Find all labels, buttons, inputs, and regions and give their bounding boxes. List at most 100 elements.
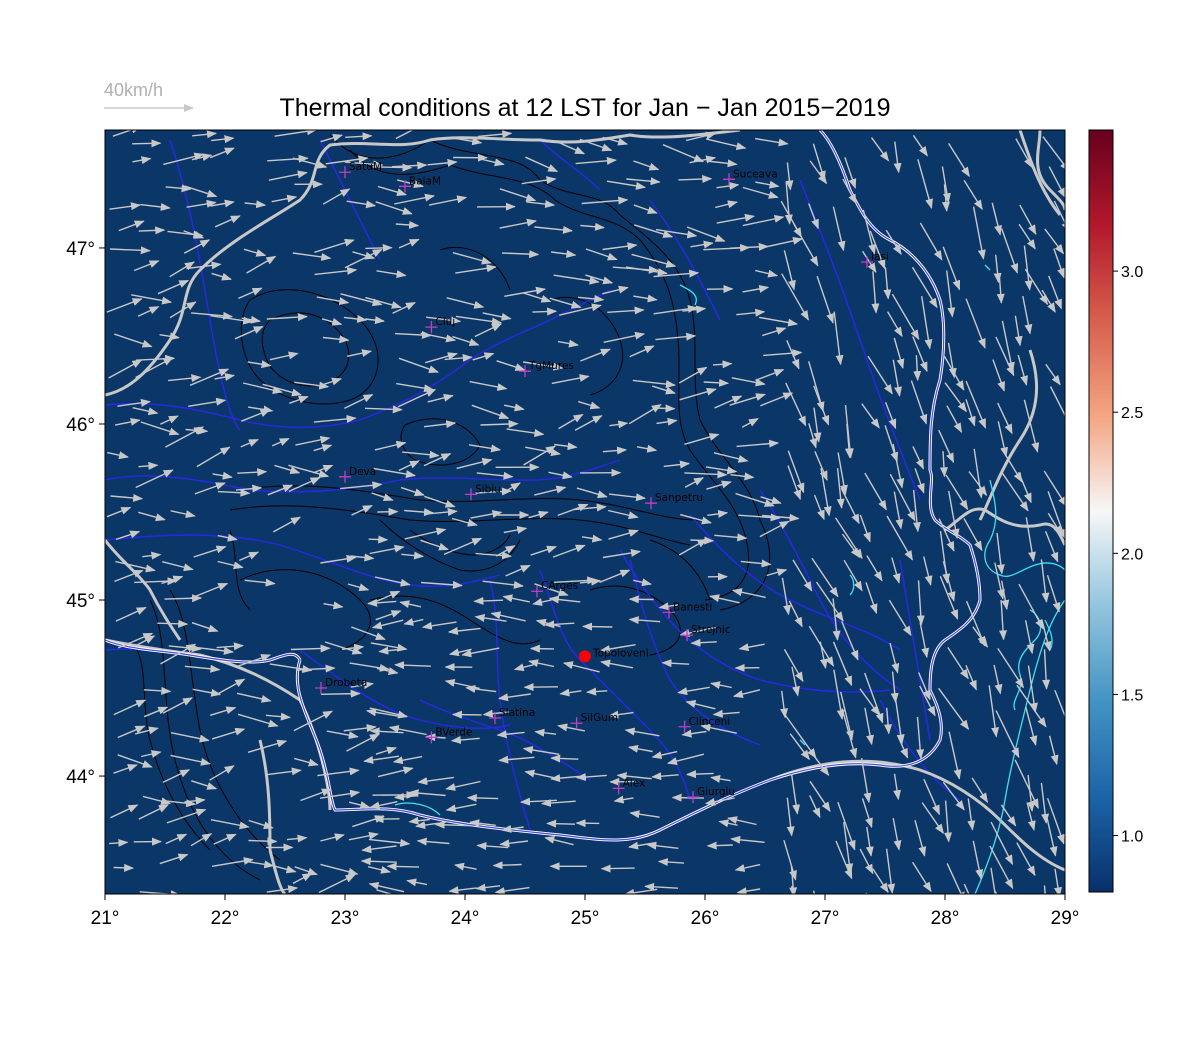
wind-arrow <box>577 400 601 410</box>
station-drobeta: Drobeta <box>315 677 367 695</box>
wind-arrow <box>679 387 717 401</box>
wind-arrow <box>811 557 839 598</box>
wind-arrow <box>809 780 831 813</box>
wind-arrow <box>599 569 631 584</box>
station-label: Cluj <box>435 316 455 328</box>
wind-arrow <box>629 810 660 819</box>
wind-arrow <box>994 562 1005 600</box>
station-cross-icon <box>531 585 543 598</box>
wind-arrow <box>551 374 590 385</box>
wind-arrow <box>942 246 961 291</box>
rivers <box>105 139 961 831</box>
wind-arrow <box>534 728 557 737</box>
wind-arrow <box>651 385 676 395</box>
wind-arrow <box>789 733 810 761</box>
wind-arrow <box>741 417 759 428</box>
wind-arrow <box>365 296 402 309</box>
wind-arrow <box>209 765 235 781</box>
wind-arrow <box>843 822 854 874</box>
wind-arrow <box>368 838 411 847</box>
wind-arrow <box>216 642 244 651</box>
wind-arrow <box>963 180 983 210</box>
wind-arrow <box>421 621 457 630</box>
station-label: BaiaM <box>409 175 441 187</box>
wind-arrow <box>585 274 614 285</box>
wind-arrow <box>396 382 435 393</box>
wind-arrow <box>628 404 662 425</box>
wind-arrow <box>579 138 613 152</box>
wind-arrow <box>790 773 801 815</box>
wind-arrow <box>375 610 402 621</box>
wind-arrow <box>162 769 191 784</box>
wind-arrow <box>1019 204 1037 235</box>
wind-arrow <box>268 864 297 874</box>
wind-arrow <box>350 553 375 562</box>
wind-arrow <box>548 471 573 480</box>
wind-arrow <box>833 669 845 720</box>
wind-arrow <box>269 351 299 361</box>
wind-arrow <box>349 662 390 672</box>
wind-arrow <box>735 492 775 507</box>
wind-arrow <box>557 723 586 732</box>
wind-arrow <box>892 359 902 397</box>
wind-arrow <box>1046 798 1065 845</box>
wind-arrow <box>783 649 804 683</box>
wind-arrow <box>376 667 399 675</box>
wind-arrow <box>109 246 151 255</box>
wind-arrow <box>428 195 468 206</box>
wind-arrow <box>837 801 856 851</box>
wind-arrow <box>738 643 765 652</box>
wind-arrow <box>191 780 218 790</box>
wind-arrow <box>1001 580 1010 611</box>
station-iasi: Iasi <box>861 251 889 269</box>
wind-arrow <box>344 248 383 269</box>
wind-arrow <box>866 555 883 582</box>
wind-arrow <box>392 161 428 170</box>
wind-arrow <box>406 878 428 887</box>
wind-arrow <box>947 647 969 680</box>
wind-arrow <box>738 513 781 522</box>
wind-arrow <box>938 429 955 464</box>
wind-arrow <box>912 489 921 533</box>
station-cluj: Cluj <box>425 316 455 334</box>
wind-arrow <box>891 557 901 584</box>
wind-arrow <box>190 833 213 847</box>
wind-arrow <box>210 199 235 208</box>
wind-arrow <box>886 311 903 338</box>
wind-arrow <box>373 467 416 479</box>
wind-arrow <box>320 134 343 143</box>
wind-arrow <box>667 753 705 765</box>
wind-arrow <box>646 841 679 850</box>
wind-arrow <box>810 751 830 776</box>
wind-arrow <box>162 561 194 572</box>
wind-arrow <box>677 686 710 696</box>
y-tick-label: 45° <box>66 591 95 612</box>
wind-arrow <box>704 797 735 806</box>
wind-arrow <box>1014 315 1023 347</box>
wind-arrow <box>608 493 646 502</box>
wind-arrow <box>916 580 925 626</box>
wind-arrow <box>506 428 545 437</box>
wind-arrow <box>916 716 925 760</box>
wind-arrow <box>783 840 797 881</box>
wind-arrow <box>316 296 350 306</box>
wind-arrow <box>893 337 905 370</box>
wind-arrow <box>731 588 766 599</box>
wind-arrow <box>781 273 810 321</box>
wind-arrow <box>133 635 156 648</box>
station-cross-icon <box>519 365 531 378</box>
wind-arrow <box>1040 782 1050 824</box>
wind-arrow <box>760 496 782 505</box>
wind-arrow <box>346 349 372 357</box>
wind-arrow <box>546 819 576 828</box>
wind-arrow <box>346 733 380 752</box>
wind-arrow <box>266 885 299 894</box>
wind-arrow <box>1053 200 1065 232</box>
wind-arrow <box>996 532 1005 575</box>
wind-arrow <box>892 817 902 851</box>
wind-arrow <box>644 882 679 891</box>
wind-arrow <box>1046 574 1061 613</box>
station-label: Strejnic <box>691 624 731 636</box>
wind-arrow <box>841 621 859 661</box>
